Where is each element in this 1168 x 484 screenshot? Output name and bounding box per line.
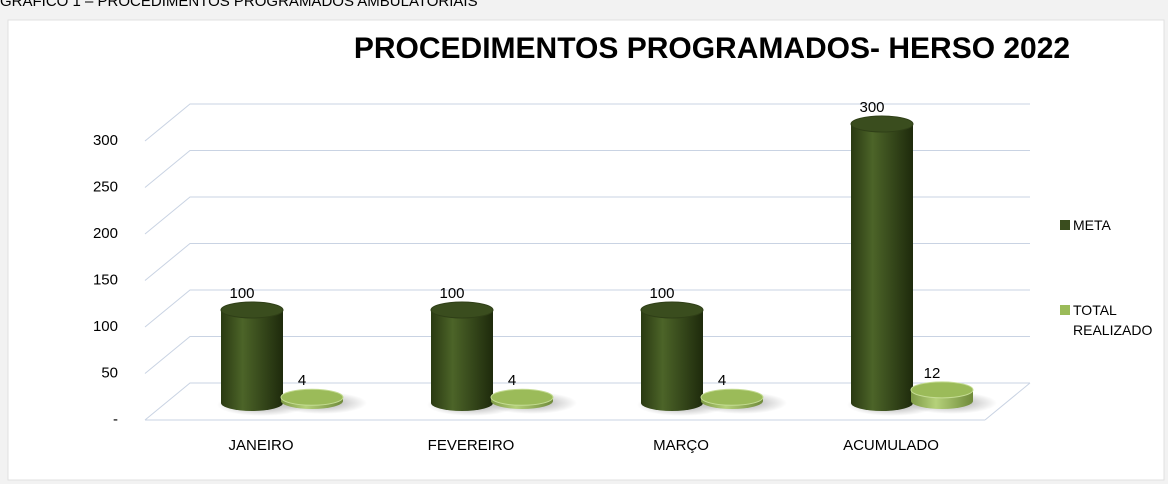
value-label: 12	[924, 365, 941, 382]
value-label: 4	[718, 372, 726, 389]
y-tick-label: 300	[93, 132, 118, 149]
floor-line	[984, 382, 1031, 421]
caption: GRÁFICO 1 – PROCEDIMENTOS PROGRAMADOS AM…	[0, 0, 478, 10]
cylinder-top	[700, 388, 764, 406]
y-tick-label: 100	[93, 318, 118, 335]
x-tick-label: ACUMULADO	[843, 437, 939, 454]
grid-line	[144, 289, 1030, 328]
y-tick-label: 250	[93, 178, 118, 195]
y-tick-label: -	[113, 411, 118, 428]
legend-swatch	[1060, 220, 1070, 230]
cylinder-top	[640, 301, 704, 319]
value-label: 300	[859, 99, 884, 116]
y-tick-label: 50	[101, 364, 118, 381]
grid-line	[144, 336, 1030, 374]
legend-label: TOTAL REALIZADO	[1073, 302, 1153, 338]
cylinder-top	[910, 381, 974, 399]
cylinder	[221, 310, 283, 411]
x-tick-label: JANEIRO	[228, 437, 293, 454]
x-tick-label: FEVEREIRO	[428, 437, 515, 454]
value-label: 4	[508, 372, 516, 389]
cylinder-top	[850, 115, 914, 133]
value-label: 100	[649, 285, 674, 302]
legend-swatch	[1060, 305, 1070, 315]
grid-line	[144, 150, 1030, 188]
value-label: 100	[439, 285, 464, 302]
grid-line	[144, 196, 1030, 235]
grid-line	[144, 382, 1030, 421]
cylinder-top	[490, 388, 554, 406]
y-tick-label: 150	[93, 271, 118, 288]
chart-title: PROCEDIMENTOS PROGRAMADOS- HERSO 2022	[354, 32, 1070, 65]
value-label: 4	[298, 372, 306, 389]
grid-line	[144, 103, 1030, 142]
y-tick-label: 200	[93, 225, 118, 242]
cylinder	[851, 124, 913, 411]
cylinder	[641, 310, 703, 411]
value-label: 100	[229, 285, 254, 302]
cylinder-top	[220, 301, 284, 319]
cylinder-top	[430, 301, 494, 319]
grid-line	[144, 243, 1030, 281]
x-tick-label: MARÇO	[653, 437, 709, 454]
cylinder	[431, 310, 493, 411]
cylinder-top	[280, 388, 344, 406]
legend-label: META	[1073, 217, 1111, 233]
